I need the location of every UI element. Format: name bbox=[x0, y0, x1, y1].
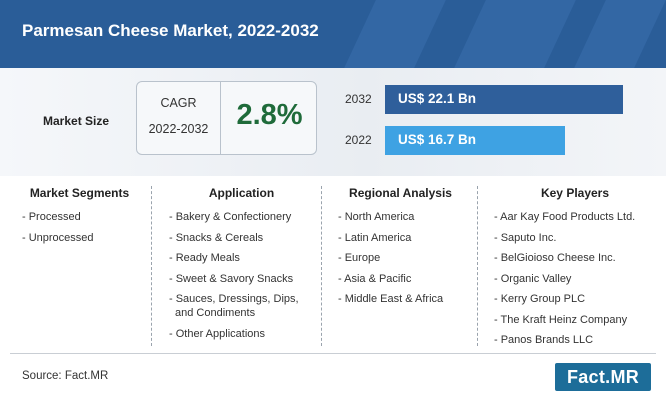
column-divider bbox=[477, 186, 478, 346]
list-item: - Other Applications bbox=[169, 327, 265, 340]
decorative-stripe bbox=[454, 0, 576, 68]
bar-2032: US$ 22.1 Bn bbox=[385, 85, 623, 114]
column-heading: Application bbox=[208, 186, 275, 200]
list-item: - Organic Valley bbox=[494, 272, 572, 285]
list-item: - Sauces, Dressings, Dips, and Condiment… bbox=[169, 293, 299, 319]
list-item: - Middle East & Africa bbox=[338, 293, 444, 305]
column-divider bbox=[321, 186, 322, 346]
list-item: - Aar Kay Food Products Ltd. bbox=[494, 211, 636, 223]
cagr-value: 2.8% bbox=[236, 99, 303, 131]
footer-divider bbox=[10, 353, 656, 354]
column-market-segments: Market Segments - Processed - Unprocesse… bbox=[22, 186, 137, 354]
list-item: - BelGioioso Cheese Inc. bbox=[494, 252, 616, 264]
list-item: - Bakery & Confectionery bbox=[169, 211, 292, 223]
column-key-players: Key Players - Aar Kay Food Products Ltd.… bbox=[494, 186, 656, 354]
header-banner: Parmesan Cheese Market, 2022-2032 bbox=[0, 0, 666, 68]
column-heading: Regional Analysis bbox=[349, 186, 452, 200]
list-item: - Processed bbox=[22, 211, 81, 223]
list-item: - Europe bbox=[338, 252, 381, 264]
page-title: Parmesan Cheese Market, 2022-2032 bbox=[22, 21, 319, 40]
bar-2022: US$ 16.7 Bn bbox=[385, 126, 565, 155]
list-item: - Kerry Group PLC bbox=[494, 293, 586, 305]
column-regional-analysis: Regional Analysis - North America - Lati… bbox=[338, 186, 463, 354]
list-item: - Panos Brands LLC bbox=[494, 334, 594, 346]
list-item: - Saputo Inc. bbox=[494, 231, 557, 244]
cagr-box: CAGR 2022-2032 2.8% bbox=[136, 81, 317, 155]
decorative-stripe bbox=[344, 0, 446, 68]
list-item: - Unprocessed bbox=[22, 231, 94, 244]
column-heading: Market Segments bbox=[29, 186, 130, 200]
year-label-2022: 2022 bbox=[345, 133, 372, 147]
factmr-logo: Fact.MR bbox=[555, 363, 651, 391]
list-item: - Latin America bbox=[338, 231, 412, 244]
cagr-label: CAGR bbox=[160, 96, 197, 110]
column-heading: Key Players bbox=[540, 186, 610, 200]
list-item: - Ready Meals bbox=[169, 252, 240, 264]
list-item: - Asia & Pacific bbox=[338, 272, 412, 285]
cagr-divider bbox=[220, 82, 221, 154]
market-size-panel: Market Size CAGR 2022-2032 2.8% 2032 US$ … bbox=[0, 68, 666, 176]
year-label-2032: 2032 bbox=[345, 92, 372, 106]
bar-value-label: US$ 16.7 Bn bbox=[398, 132, 477, 147]
list-item: - Sweet & Savory Snacks bbox=[169, 272, 294, 285]
column-application: Application - Bakery & Confectionery - S… bbox=[169, 186, 314, 354]
column-divider bbox=[151, 186, 152, 346]
list-item: - North America bbox=[338, 211, 415, 223]
list-item: - The Kraft Heinz Company bbox=[494, 313, 628, 326]
bar-value-label: US$ 22.1 Bn bbox=[398, 91, 477, 106]
market-size-label: Market Size bbox=[43, 114, 110, 128]
decorative-stripe bbox=[574, 0, 666, 68]
list-item: - Snacks & Cereals bbox=[169, 231, 264, 244]
source-text: Source: Fact.MR bbox=[22, 370, 109, 382]
cagr-period: 2022-2032 bbox=[148, 122, 209, 136]
